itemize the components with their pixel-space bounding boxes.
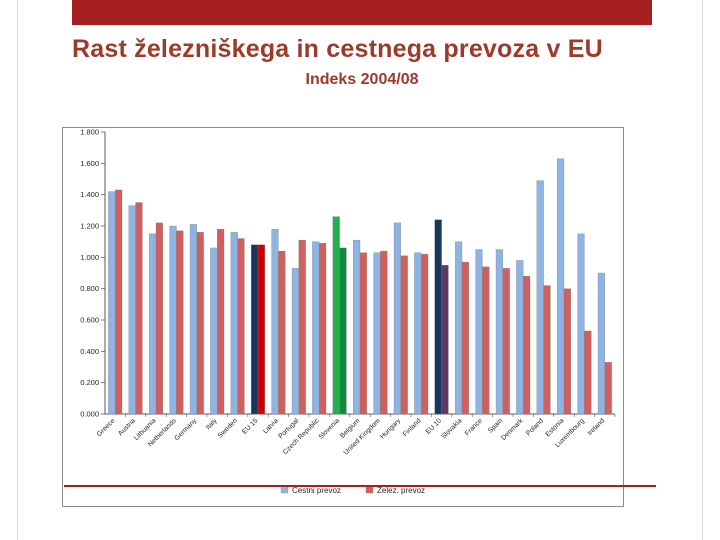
bar-zelez-16: [441, 265, 449, 415]
bar-chart-svg: 0.000 0.200 0.400 0.600 0.800 1.000 1.200 1.400…: [80, 128, 616, 495]
right-edge-decoration: [702, 0, 703, 540]
title-block: Rast železniškega in cestnega prevoza v …: [72, 34, 652, 89]
bar-zelez-17: [461, 261, 469, 415]
bar-cestni-3: [169, 225, 177, 415]
bar-zelez-5: [217, 228, 225, 415]
bar-cestni-18: [475, 249, 483, 415]
bar-cestni-24: [597, 272, 605, 415]
y-tick-label: 0.400: [80, 347, 99, 356]
bar-cestni-15: [414, 252, 422, 415]
bar-cestni-8: [271, 228, 279, 415]
bar-cestni-0: [108, 191, 116, 415]
bar-cestni-11: [332, 216, 340, 415]
bar-zelez-3: [176, 230, 184, 415]
legend-label-0: Cestni prevoz: [292, 486, 341, 495]
bar-cestni-12: [353, 239, 361, 415]
bar-zelez-21: [543, 285, 551, 415]
bar-zelez-10: [319, 243, 327, 415]
x-category-label: Finland: [402, 417, 423, 438]
bar-zelez-7: [257, 244, 265, 415]
bar-cestni-7: [251, 244, 259, 415]
y-tick-label: 1.200: [80, 222, 99, 231]
x-category-label: EU 15: [241, 417, 259, 435]
x-category-label: Austria: [117, 417, 137, 437]
legend-label-1: Želez. prevoz: [377, 486, 425, 495]
x-category-label: Latvia: [262, 417, 280, 435]
x-category-label: France: [464, 417, 484, 437]
bar-zelez-18: [482, 266, 490, 415]
bar-cestni-16: [434, 219, 442, 415]
bar-zelez-6: [237, 238, 245, 415]
x-category-label: Slovakia: [440, 417, 463, 440]
slide-subtitle: Indeks 2004/08: [305, 71, 419, 89]
bar-zelez-23: [584, 330, 592, 415]
bar-cestni-13: [373, 252, 381, 415]
bar-zelez-24: [604, 362, 612, 415]
bar-cestni-4: [189, 224, 197, 415]
bar-cestni-21: [536, 180, 544, 415]
bar-cestni-17: [455, 241, 463, 415]
bar-cestni-2: [149, 233, 157, 415]
y-tick-label: 0.200: [80, 378, 99, 387]
x-category-label: Hungary: [379, 417, 403, 441]
bar-zelez-2: [155, 222, 163, 415]
bar-zelez-15: [421, 254, 429, 415]
x-category-label: Spain: [487, 417, 504, 434]
bar-cestni-10: [312, 241, 320, 415]
bar-zelez-11: [339, 247, 347, 415]
bar-cestni-1: [128, 205, 136, 415]
y-tick-label: 0.600: [80, 316, 99, 325]
bar-zelez-19: [502, 268, 510, 415]
bar-zelez-1: [135, 202, 143, 415]
y-tick-label: 0.000: [80, 410, 99, 419]
bar-zelez-13: [380, 250, 388, 415]
legend-swatch-1: [365, 485, 374, 494]
x-category-label: Czech Republic: [282, 417, 321, 456]
bar-cestni-6: [230, 232, 238, 415]
x-category-label: Denmark: [500, 417, 525, 442]
bottom-accent-line: [64, 485, 656, 487]
x-category-label: Italy: [205, 417, 219, 431]
x-category-label: Poland: [525, 417, 545, 437]
bar-cestni-9: [291, 268, 299, 415]
bar-zelez-9: [298, 239, 306, 415]
bar-zelez-4: [196, 232, 204, 415]
y-tick-label: 1.800: [80, 128, 99, 137]
chart: 0.000 0.200 0.400 0.600 0.800 1.000 1.200 1.400…: [62, 127, 624, 507]
bar-cestni-5: [210, 247, 218, 415]
slide-title: Rast železniškega in cestnega prevoza v …: [72, 35, 603, 63]
x-category-label: Germany: [173, 417, 198, 442]
left-edge-decoration: [17, 0, 18, 540]
bar-zelez-20: [523, 275, 531, 415]
bar-cestni-23: [577, 233, 585, 415]
y-tick-label: 1.400: [80, 190, 99, 199]
bar-cestni-14: [393, 222, 401, 415]
bar-zelez-8: [278, 250, 286, 415]
legend-swatch-0: [280, 485, 289, 494]
bar-cestni-22: [557, 158, 565, 415]
x-category-label: Slovenia: [318, 417, 342, 441]
bar-zelez-14: [400, 255, 408, 415]
bar-cestni-19: [495, 249, 503, 415]
bar-cestni-20: [516, 260, 524, 415]
x-category-label: United Kingdom: [343, 417, 382, 456]
bar-zelez-0: [115, 189, 123, 415]
x-category-label: Ireland: [587, 417, 607, 437]
x-category-label: EU 10: [425, 417, 443, 435]
y-tick-label: 0.800: [80, 284, 99, 293]
bar-zelez-22: [563, 288, 571, 415]
x-category-label: Greece: [96, 417, 117, 438]
y-tick-label: 1.600: [80, 159, 99, 168]
top-accent-bar: [72, 0, 652, 25]
x-category-label: Sweden: [217, 417, 239, 439]
bar-zelez-12: [359, 252, 367, 415]
y-tick-label: 1.000: [80, 253, 99, 262]
